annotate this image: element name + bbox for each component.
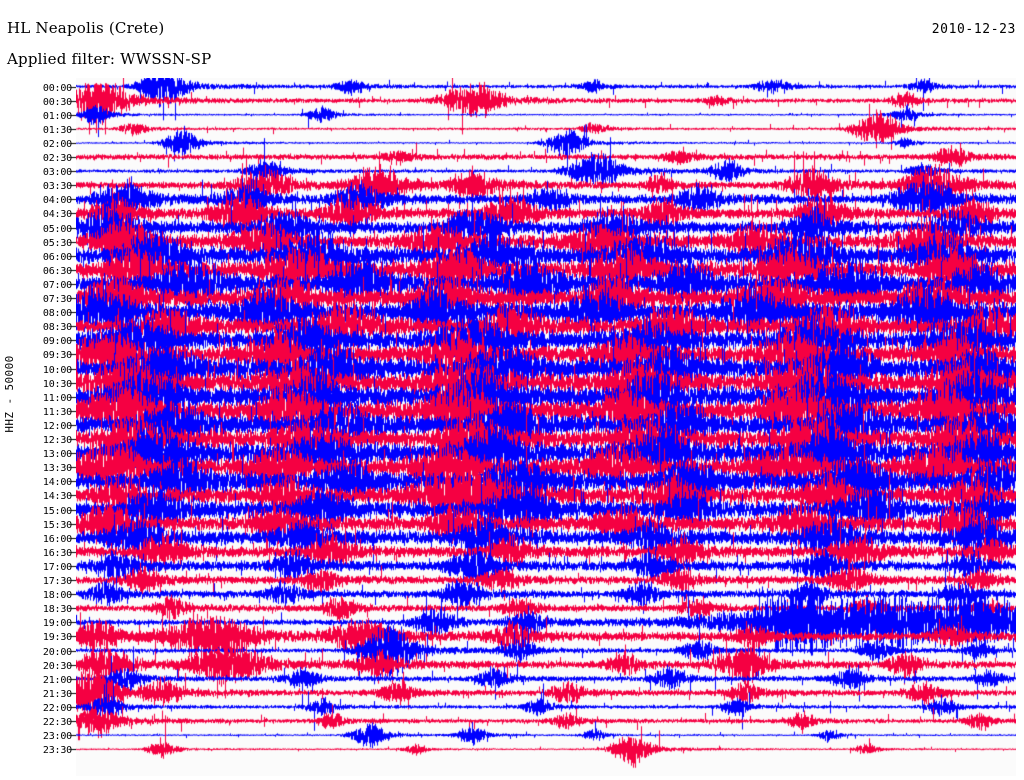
- applied-filter-label: Applied filter: WWSSN-SP: [7, 50, 212, 68]
- time-tick-label: 17:00: [42, 561, 72, 573]
- time-tick-label: 13:30: [42, 463, 72, 475]
- time-tick-label: 05:30: [42, 237, 72, 249]
- time-tick-label: 07:00: [42, 279, 72, 291]
- time-tick-label: 11:00: [42, 392, 72, 404]
- time-tick-label: 03:30: [42, 181, 72, 193]
- time-tick-label: 23:00: [42, 731, 72, 743]
- record-date: 2010-12-23: [931, 22, 1016, 37]
- time-tick-label: 20:00: [42, 646, 72, 658]
- time-tick-label: 19:30: [42, 632, 72, 644]
- y-axis-label: HHZ - 50000: [3, 355, 16, 433]
- time-tick-label: 05:00: [42, 223, 72, 235]
- time-tick-label: 03:00: [42, 167, 72, 179]
- page-title: HL Neapolis (Crete): [7, 19, 165, 37]
- time-axis: 00:00 00:30 01:00 01:30 02:00 02:30 03:00 03:30…: [24, 80, 72, 770]
- time-tick-label: 00:00: [42, 82, 72, 94]
- time-tick-label: 18:00: [42, 590, 72, 602]
- y-axis-label-container: HHZ - 50000: [0, 320, 18, 480]
- time-tick-label: 18:30: [42, 604, 72, 616]
- time-tick-label: 16:00: [42, 533, 72, 545]
- time-tick-label: 14:00: [42, 477, 72, 489]
- time-tick-label: 12:30: [42, 435, 72, 446]
- time-tick-label: 09:00: [42, 336, 72, 348]
- seismogram-plot[interactable]: [76, 78, 1016, 776]
- time-tick-label: 01:30: [42, 124, 72, 136]
- time-tick-label: 15:00: [42, 505, 72, 517]
- time-tick-label: 02:00: [42, 138, 72, 150]
- time-tick-label: 13:00: [42, 449, 72, 461]
- time-tick-label: 14:30: [42, 491, 72, 503]
- time-tick-label: 02:30: [42, 153, 72, 164]
- time-tick-label: 10:00: [42, 364, 72, 376]
- time-tick-label: 15:30: [42, 519, 72, 531]
- time-tick-label: 06:30: [42, 265, 72, 277]
- time-tick-label: 22:00: [42, 702, 72, 714]
- time-tick-label: 21:30: [42, 688, 72, 700]
- time-tick-label: 16:30: [42, 547, 72, 559]
- row-tick-marks: [68, 78, 76, 776]
- time-tick-label: 08:00: [42, 308, 72, 320]
- time-tick-label: 08:30: [42, 322, 72, 334]
- time-tick-label: 22:30: [42, 717, 72, 728]
- time-tick-label: 00:30: [42, 96, 72, 108]
- time-tick-label: 04:30: [42, 209, 72, 221]
- time-tick-label: 09:30: [42, 350, 72, 362]
- time-tick-label: 06:00: [42, 251, 72, 263]
- seismic-trace-canvas[interactable]: [76, 78, 1016, 776]
- time-tick-label: 04:00: [42, 195, 72, 207]
- time-tick-label: 19:00: [42, 618, 72, 630]
- time-tick-label: 10:30: [42, 378, 72, 390]
- time-tick-label: 20:30: [42, 660, 72, 672]
- time-tick-label: 23:30: [42, 745, 72, 757]
- time-tick-label: 12:00: [42, 420, 72, 432]
- time-tick-label: 17:30: [42, 576, 72, 587]
- time-tick-label: 21:00: [42, 674, 72, 686]
- time-tick-label: 11:30: [42, 406, 72, 418]
- time-tick-label: 07:30: [42, 294, 72, 305]
- time-tick-label: 01:00: [42, 110, 72, 122]
